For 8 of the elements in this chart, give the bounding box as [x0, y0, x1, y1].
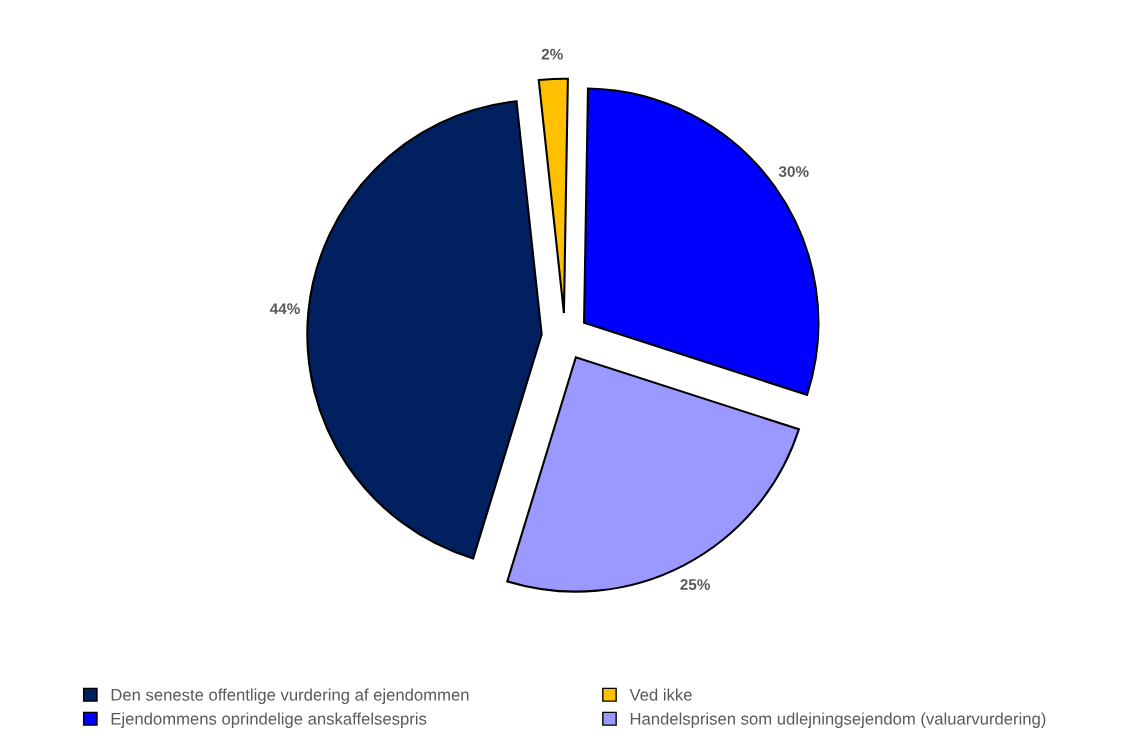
legend-label: Ejendommens oprindelige anskaffelsespris: [111, 712, 427, 728]
data-label: 30%: [778, 166, 809, 177]
legend-label: Den seneste offentlige vurdering af ejendommen: [111, 688, 469, 705]
data-label: 44%: [269, 303, 300, 315]
legend-label: Handelsprisen som udlejningsejendom (valuarvurdering): [630, 712, 1046, 728]
data-label: 2%: [541, 48, 563, 60]
data-label: 25%: [680, 579, 710, 590]
legend-label: Ved ikke: [629, 688, 692, 701]
